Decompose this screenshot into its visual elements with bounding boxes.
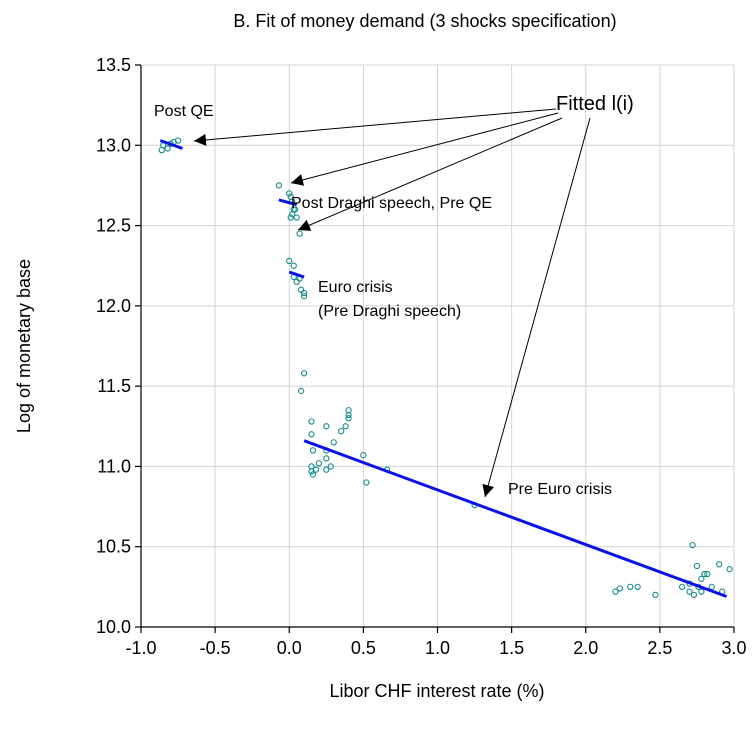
x-tick-label: 0.0 <box>277 638 302 658</box>
point <box>315 460 323 467</box>
point <box>297 387 305 395</box>
point <box>330 439 337 446</box>
point <box>698 575 705 582</box>
point <box>309 447 317 454</box>
arrow <box>193 108 557 146</box>
annotation: Post Draghi speech, Pre QE <box>291 195 492 212</box>
point <box>308 431 315 438</box>
point <box>300 293 308 300</box>
point <box>701 570 708 578</box>
annotation-label: Fitted l(i) <box>556 93 634 115</box>
point <box>360 452 367 459</box>
point <box>287 214 294 221</box>
point <box>309 471 317 478</box>
x-tick-label: 1.5 <box>499 638 524 658</box>
point <box>698 588 705 595</box>
point <box>296 230 303 237</box>
point <box>289 211 296 218</box>
point <box>652 591 659 599</box>
point <box>323 423 330 430</box>
y-tick-label: 11.0 <box>97 456 131 476</box>
point <box>174 137 182 144</box>
x-tick-label: 1.0 <box>425 638 450 658</box>
plot-area <box>158 137 733 599</box>
point <box>323 455 330 462</box>
point <box>300 289 308 297</box>
y-tick-label: 12.0 <box>96 296 131 316</box>
point <box>708 583 715 591</box>
annotations: Fitted l(i) Post QE Post Draghi speech, Pr… <box>154 93 634 498</box>
x-axis-label: Libor CHF interest rate (%) <box>329 681 544 701</box>
y-tick-label: 12.5 <box>96 216 131 236</box>
point <box>293 214 300 221</box>
y-tick-label: 13.5 <box>96 55 131 75</box>
point <box>286 257 293 265</box>
point <box>634 583 641 591</box>
point <box>693 562 701 570</box>
point <box>290 262 297 269</box>
x-tick-label: 2.0 <box>573 638 598 658</box>
annotation: Post QE <box>154 103 214 120</box>
x-tick-label: 3.0 <box>721 638 746 658</box>
point <box>312 466 320 473</box>
annotation: Euro crisis <box>318 279 393 296</box>
point <box>308 418 315 425</box>
point <box>342 423 349 430</box>
point <box>292 206 299 213</box>
x-tick-label: -0.5 <box>200 638 231 658</box>
point <box>678 583 686 591</box>
x-tick-label: 0.5 <box>351 638 376 658</box>
point <box>327 463 334 470</box>
point <box>286 190 293 197</box>
point <box>297 286 305 293</box>
point <box>627 583 634 591</box>
x-tick-label: 2.5 <box>647 638 672 658</box>
point <box>345 415 352 422</box>
point <box>300 370 308 377</box>
point <box>275 182 283 189</box>
y-tick-label: 10.5 <box>96 537 131 557</box>
point <box>164 145 171 152</box>
point <box>363 479 370 486</box>
grid: -1.0 -0.5 0.0 0.5 1.0 1.5 2.0 2.5 3.0 10.0 10.5 11.… <box>96 55 747 658</box>
point <box>323 466 330 473</box>
point <box>612 588 619 595</box>
annotation: Pre Euro crisis <box>508 481 612 498</box>
point <box>686 588 693 595</box>
point <box>293 278 300 285</box>
point <box>716 561 723 568</box>
y-tick-label: 10.0 <box>96 617 131 637</box>
y-axis-label: Log of monetary base <box>14 259 34 433</box>
point <box>345 411 352 419</box>
chart-title: B. Fit of money demand (3 shocks specifi… <box>233 11 616 31</box>
point <box>726 566 733 573</box>
y-tick-label: 13.0 <box>96 135 131 155</box>
point <box>690 591 698 599</box>
x-tick-label: -1.0 <box>125 638 156 658</box>
point <box>337 427 345 435</box>
y-tick-label: 11.5 <box>97 376 131 396</box>
fitted-line <box>159 139 728 598</box>
arrow <box>482 117 591 498</box>
arrow <box>290 112 559 186</box>
arrow <box>297 117 563 231</box>
annotation: (Pre Draghi speech) <box>318 303 461 320</box>
point <box>689 541 696 549</box>
point <box>704 570 711 578</box>
point <box>616 585 623 592</box>
